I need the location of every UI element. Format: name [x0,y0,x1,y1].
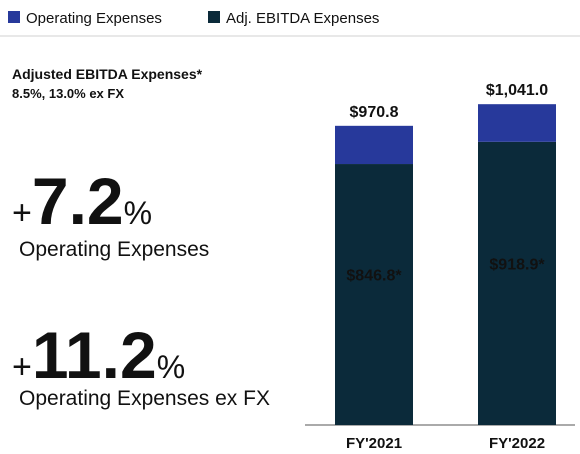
legend-swatch [208,11,220,23]
side-subtitle: 8.5%, 13.0% ex FX [12,86,124,101]
kpi-label: Operating Expenses [19,238,209,261]
bar-segment [478,104,556,142]
legend-swatch [8,11,20,23]
kpi-value: 11.2 [32,318,157,392]
kpi: +11.2% [12,318,185,392]
kpi-prefix: + [12,348,32,386]
kpi-label: Operating Expenses ex FX [19,387,270,410]
kpi-value: 7.2 [32,164,124,238]
total-label: $970.8 [350,104,399,121]
legend-label: Adj. EBITDA Expenses [226,10,379,27]
bar-segment [478,141,556,426]
kpi-suffix: % [157,349,185,385]
x-tick-label: FY'2022 [489,435,545,452]
bar-segment [335,164,413,426]
legend-label: Operating Expenses [26,10,162,27]
total-label: $1,041.0 [486,82,548,99]
kpi: +7.2% [12,164,152,238]
kpi-suffix: % [124,195,152,231]
bar-segment [335,125,413,165]
segment-label: $846.8* [346,268,402,285]
side-title: Adjusted EBITDA Expenses* [12,66,203,82]
kpi-prefix: + [12,194,32,232]
x-tick-label: FY'2021 [346,435,402,452]
segment-label: $918.9* [489,256,545,273]
